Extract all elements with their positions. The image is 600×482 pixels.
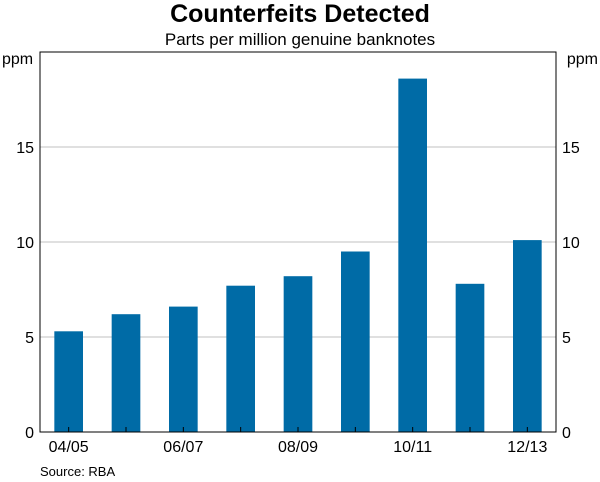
y-axis-left: 0 5 10 15 [16, 140, 34, 442]
bar-11-12 [455, 283, 485, 432]
x-axis: 04/05 06/07 08/09 10/11 12/13 [49, 439, 548, 456]
x-tick-label: 08/09 [278, 439, 318, 456]
y-unit-left: ppm [2, 51, 33, 68]
y-tick-label-right: 10 [562, 235, 580, 252]
bar-06-07 [169, 306, 198, 432]
bar-12-13 [513, 240, 542, 432]
bar-07-08 [226, 285, 255, 432]
y-tick-label-right: 5 [562, 330, 571, 347]
y-tick-label-right: 15 [562, 140, 580, 157]
x-tick-label: 06/07 [163, 439, 203, 456]
chart-subtitle: Parts per million genuine banknotes [164, 30, 436, 49]
x-tick-label: 12/13 [507, 439, 547, 456]
source-note: Source: RBA [40, 464, 116, 479]
chart-title: Counterfeits Detected [170, 0, 430, 28]
bar-04-05 [54, 331, 83, 432]
y-axis-right: 0 5 10 15 [562, 140, 580, 442]
bar-05-06 [111, 314, 141, 432]
x-tick-label: 04/05 [49, 439, 89, 456]
y-tick-label-left: 5 [25, 330, 34, 347]
x-tick-label: 10/11 [393, 439, 432, 456]
bars [54, 78, 542, 432]
y-tick-label-left: 10 [16, 235, 34, 252]
y-unit-right: ppm [567, 51, 598, 68]
plot-frame [39, 51, 557, 433]
bar-09-10 [341, 251, 370, 432]
y-tick-label-left: 15 [16, 140, 34, 157]
y-tick-label-left: 0 [25, 425, 34, 442]
bar-08-09 [283, 276, 313, 432]
y-tick-label-right: 0 [562, 425, 571, 442]
bar-10-11 [398, 78, 427, 432]
